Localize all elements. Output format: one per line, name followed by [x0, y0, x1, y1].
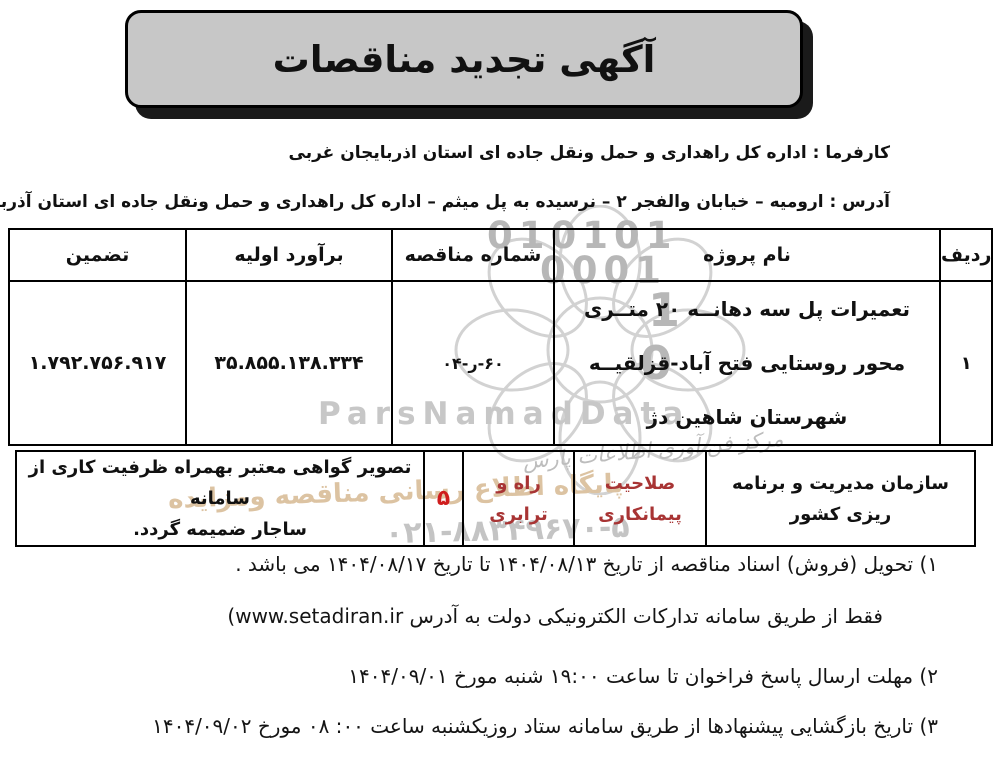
note-line-3: ۲) مهلت ارسال پاسخ فراخوان تا ساعت ۱۹:۰۰… [348, 664, 938, 688]
header-cell-project: نام پروژه [553, 228, 941, 282]
qualification-row: سازمان مدیریت و برنامه ریزی کشور صلاحیت … [15, 450, 976, 547]
tender-table: ردیف نام پروژه شماره مناقصه برآورد اولیه… [8, 228, 994, 446]
page-title: آگهی تجدید مناقصات [272, 37, 656, 81]
header-cell-row-no: ردیف [938, 228, 994, 282]
field-line: ترابری [489, 503, 548, 525]
note-line-2-text: فقط از طریق سامانه تدارکات الکترونیکی دو… [403, 604, 883, 628]
note-line-2: فقط از طریق سامانه تدارکات الکترونیکی دو… [227, 604, 883, 628]
employer-line: کارفرما : اداره کل راهداری و حمل ونقل جا… [288, 143, 891, 163]
header-cell-estimate: برآورد اولیه [185, 228, 393, 282]
qualification-table: سازمان مدیریت و برنامه ریزی کشور صلاحیت … [15, 450, 976, 547]
project-name-line: تعمیرات پل سه دهانــه ۲۰ متــری [583, 297, 911, 321]
field-line: راه و [496, 472, 541, 494]
cell-row-index: ۱ [938, 280, 994, 446]
note-line-1: ۱) تحویل (فروش) اسناد مناقصه از تاریخ ۱۴… [235, 552, 938, 576]
certificate-note-line: ساجار ضمیمه گردد. [133, 519, 307, 540]
cell-grade: ۵ [423, 450, 464, 547]
organization-line: سازمان مدیریت و برنامه [732, 472, 949, 494]
note-line-4: ۳) تاریخ بازگشایی پیشنهادها از طریق ساما… [152, 714, 938, 738]
header-cell-guarantee: تضمین [8, 228, 187, 282]
title-box: آگهی تجدید مناقصات [125, 10, 803, 108]
cell-organization: سازمان مدیریت و برنامه ریزی کشور [705, 450, 976, 547]
cell-certificate-note: تصویر گواهی معتبر بهمراه ظرفیت کاری از س… [15, 450, 425, 547]
qualification-line: صلاحیت [604, 472, 676, 494]
tender-table-data-row: ۱ تعمیرات پل سه دهانــه ۲۰ متــری محور ر… [8, 280, 994, 446]
cell-qualification: صلاحیت پیمانکاری [573, 450, 707, 547]
cell-initial-estimate: ۳۵.۸۵۵.۱۳۸.۳۳۴ [185, 280, 393, 446]
qualification-line: پیمانکاری [598, 503, 682, 525]
tender-table-header-row: ردیف نام پروژه شماره مناقصه برآورد اولیه… [8, 228, 994, 282]
project-name-line: محور روستایی فتح آباد-قزلقیــه [588, 351, 906, 375]
project-name-line: شهرستان شاهین دژ [646, 405, 848, 429]
address-line: آدرس : ارومیه – خیابان والفجر ۲ – نرسیده… [0, 192, 890, 212]
header-cell-tender-no: شماره مناقصه [391, 228, 555, 282]
cell-guarantee-amount: ۱.۷۹۲.۷۵۶.۹۱۷ [8, 280, 187, 446]
organization-line: ریزی کشور [789, 503, 892, 525]
cell-project-name: تعمیرات پل سه دهانــه ۲۰ متــری محور روس… [553, 280, 941, 446]
cell-field: راه و ترابری [462, 450, 575, 547]
setadiran-url: (www.setadiran.ir [227, 604, 404, 628]
certificate-note-line: تصویر گواهی معتبر بهمراه ظرفیت کاری از س… [28, 457, 412, 509]
cell-tender-number: ۶۰-ر-۰۴ [391, 280, 555, 446]
